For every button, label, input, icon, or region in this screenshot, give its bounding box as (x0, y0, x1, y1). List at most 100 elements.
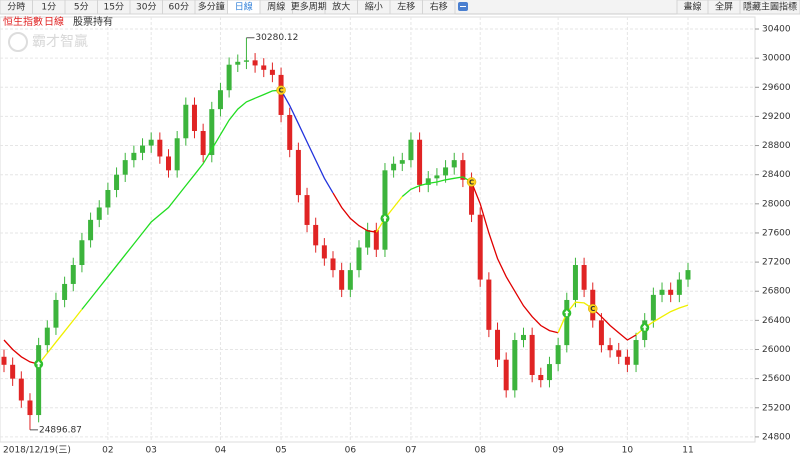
candle-body (373, 230, 379, 250)
tab-label: 周線 (267, 1, 285, 13)
x-tick-label: 06 (345, 446, 357, 456)
tab-label: 60分 (169, 2, 189, 13)
candle-body (512, 340, 518, 391)
candle-body (10, 364, 16, 379)
y-tick-label: 30000 (762, 54, 791, 64)
watermark: 霸才智贏 (32, 34, 88, 50)
x-tick-label: 08 (474, 446, 486, 456)
ma-line (3, 339, 39, 365)
candle-body (520, 334, 526, 341)
toolbar-button[interactable] (739, 0, 800, 15)
candle-body (408, 139, 414, 161)
candle-body (131, 152, 137, 161)
sell-signal (466, 177, 477, 187)
candle-body (269, 69, 275, 75)
candle-body (304, 195, 310, 225)
sell-label: C (590, 305, 595, 313)
candle-body (382, 170, 388, 250)
candle-body (486, 279, 492, 330)
tab-label: 左移 (397, 1, 415, 13)
y-tick-label: 24800 (762, 432, 791, 442)
y-tick-label: 26400 (762, 316, 791, 326)
candle-body (676, 279, 682, 295)
candle-body (200, 130, 206, 156)
annotation: 30280.12 (255, 33, 298, 43)
candle-body (391, 163, 397, 171)
candle-body (460, 160, 466, 180)
candle-body (252, 60, 258, 66)
candle-body (581, 265, 587, 290)
x-tick-label: 04 (215, 446, 227, 456)
candle-body (105, 189, 111, 208)
candle-body (183, 104, 189, 139)
candle-body (451, 160, 457, 168)
sell-label: C (278, 87, 283, 95)
candle-body (96, 207, 102, 220)
y-tick-label: 28000 (762, 199, 791, 209)
candle-body (555, 345, 561, 365)
sell-signal (276, 85, 286, 95)
candle-body (538, 374, 544, 381)
tab-button[interactable] (422, 0, 456, 15)
candle-body (399, 160, 405, 164)
candle-body (114, 174, 120, 190)
candle-body (53, 299, 59, 328)
tab-label: 多分鐘 (198, 1, 225, 13)
annotation: 24896.87 (39, 425, 82, 435)
tab-label: 縮小 (365, 1, 383, 13)
candle-body (295, 149, 301, 196)
x-tick-label: 2018/12/19(三) (3, 446, 71, 456)
candle-body (356, 247, 362, 271)
candle-body (313, 224, 319, 246)
candle-body (598, 320, 604, 346)
candle-body (624, 356, 630, 365)
x-tick-label: 07 (405, 446, 416, 456)
x-tick-label: 03 (145, 446, 156, 456)
ma-line (401, 176, 472, 197)
candle-body (261, 65, 267, 70)
candle-body (417, 139, 423, 185)
index-name: 恒生指數 (3, 15, 43, 28)
y-tick-label: 29600 (762, 83, 791, 93)
ma-line (280, 89, 334, 194)
candle-body (44, 327, 50, 346)
y-tick-label: 27600 (762, 228, 791, 238)
period: 日線 (44, 15, 64, 28)
candle-body (243, 60, 249, 62)
ma-line (375, 196, 403, 233)
candle-body (191, 104, 197, 131)
y-tick-label: 29200 (762, 112, 791, 122)
candle-body (36, 345, 42, 416)
candle-body (287, 114, 293, 150)
tab-label: 5分 (74, 2, 89, 13)
x-tick-label: 10 (622, 446, 634, 456)
tab-label: 1分 (41, 2, 56, 13)
y-tick-label: 25200 (762, 403, 791, 413)
y-tick-label: 26000 (762, 345, 791, 355)
candle-body (572, 265, 578, 300)
tab-label: 分時 (7, 2, 25, 13)
buy-arrow (36, 361, 42, 368)
toolbar-bg (0, 0, 800, 14)
buy-arrow (642, 324, 648, 331)
candle-body (217, 90, 223, 110)
candle-body (148, 139, 154, 146)
candle-body (226, 64, 232, 91)
y-tick-label: 25600 (762, 374, 791, 384)
candle-body (616, 350, 622, 357)
candle-body (157, 139, 163, 157)
candle-body (365, 230, 371, 248)
candle-body (564, 299, 570, 346)
ma-line (332, 192, 377, 233)
tab-label: 右移 (430, 1, 448, 13)
candle-body (79, 240, 85, 266)
candle-body (477, 214, 483, 280)
candle-body (546, 364, 552, 381)
x-tick-label: 11 (682, 446, 693, 456)
candle-body (607, 345, 613, 351)
y-tick-label: 30400 (762, 25, 791, 35)
x-tick-label: 02 (102, 446, 113, 456)
ma-line (81, 89, 282, 310)
